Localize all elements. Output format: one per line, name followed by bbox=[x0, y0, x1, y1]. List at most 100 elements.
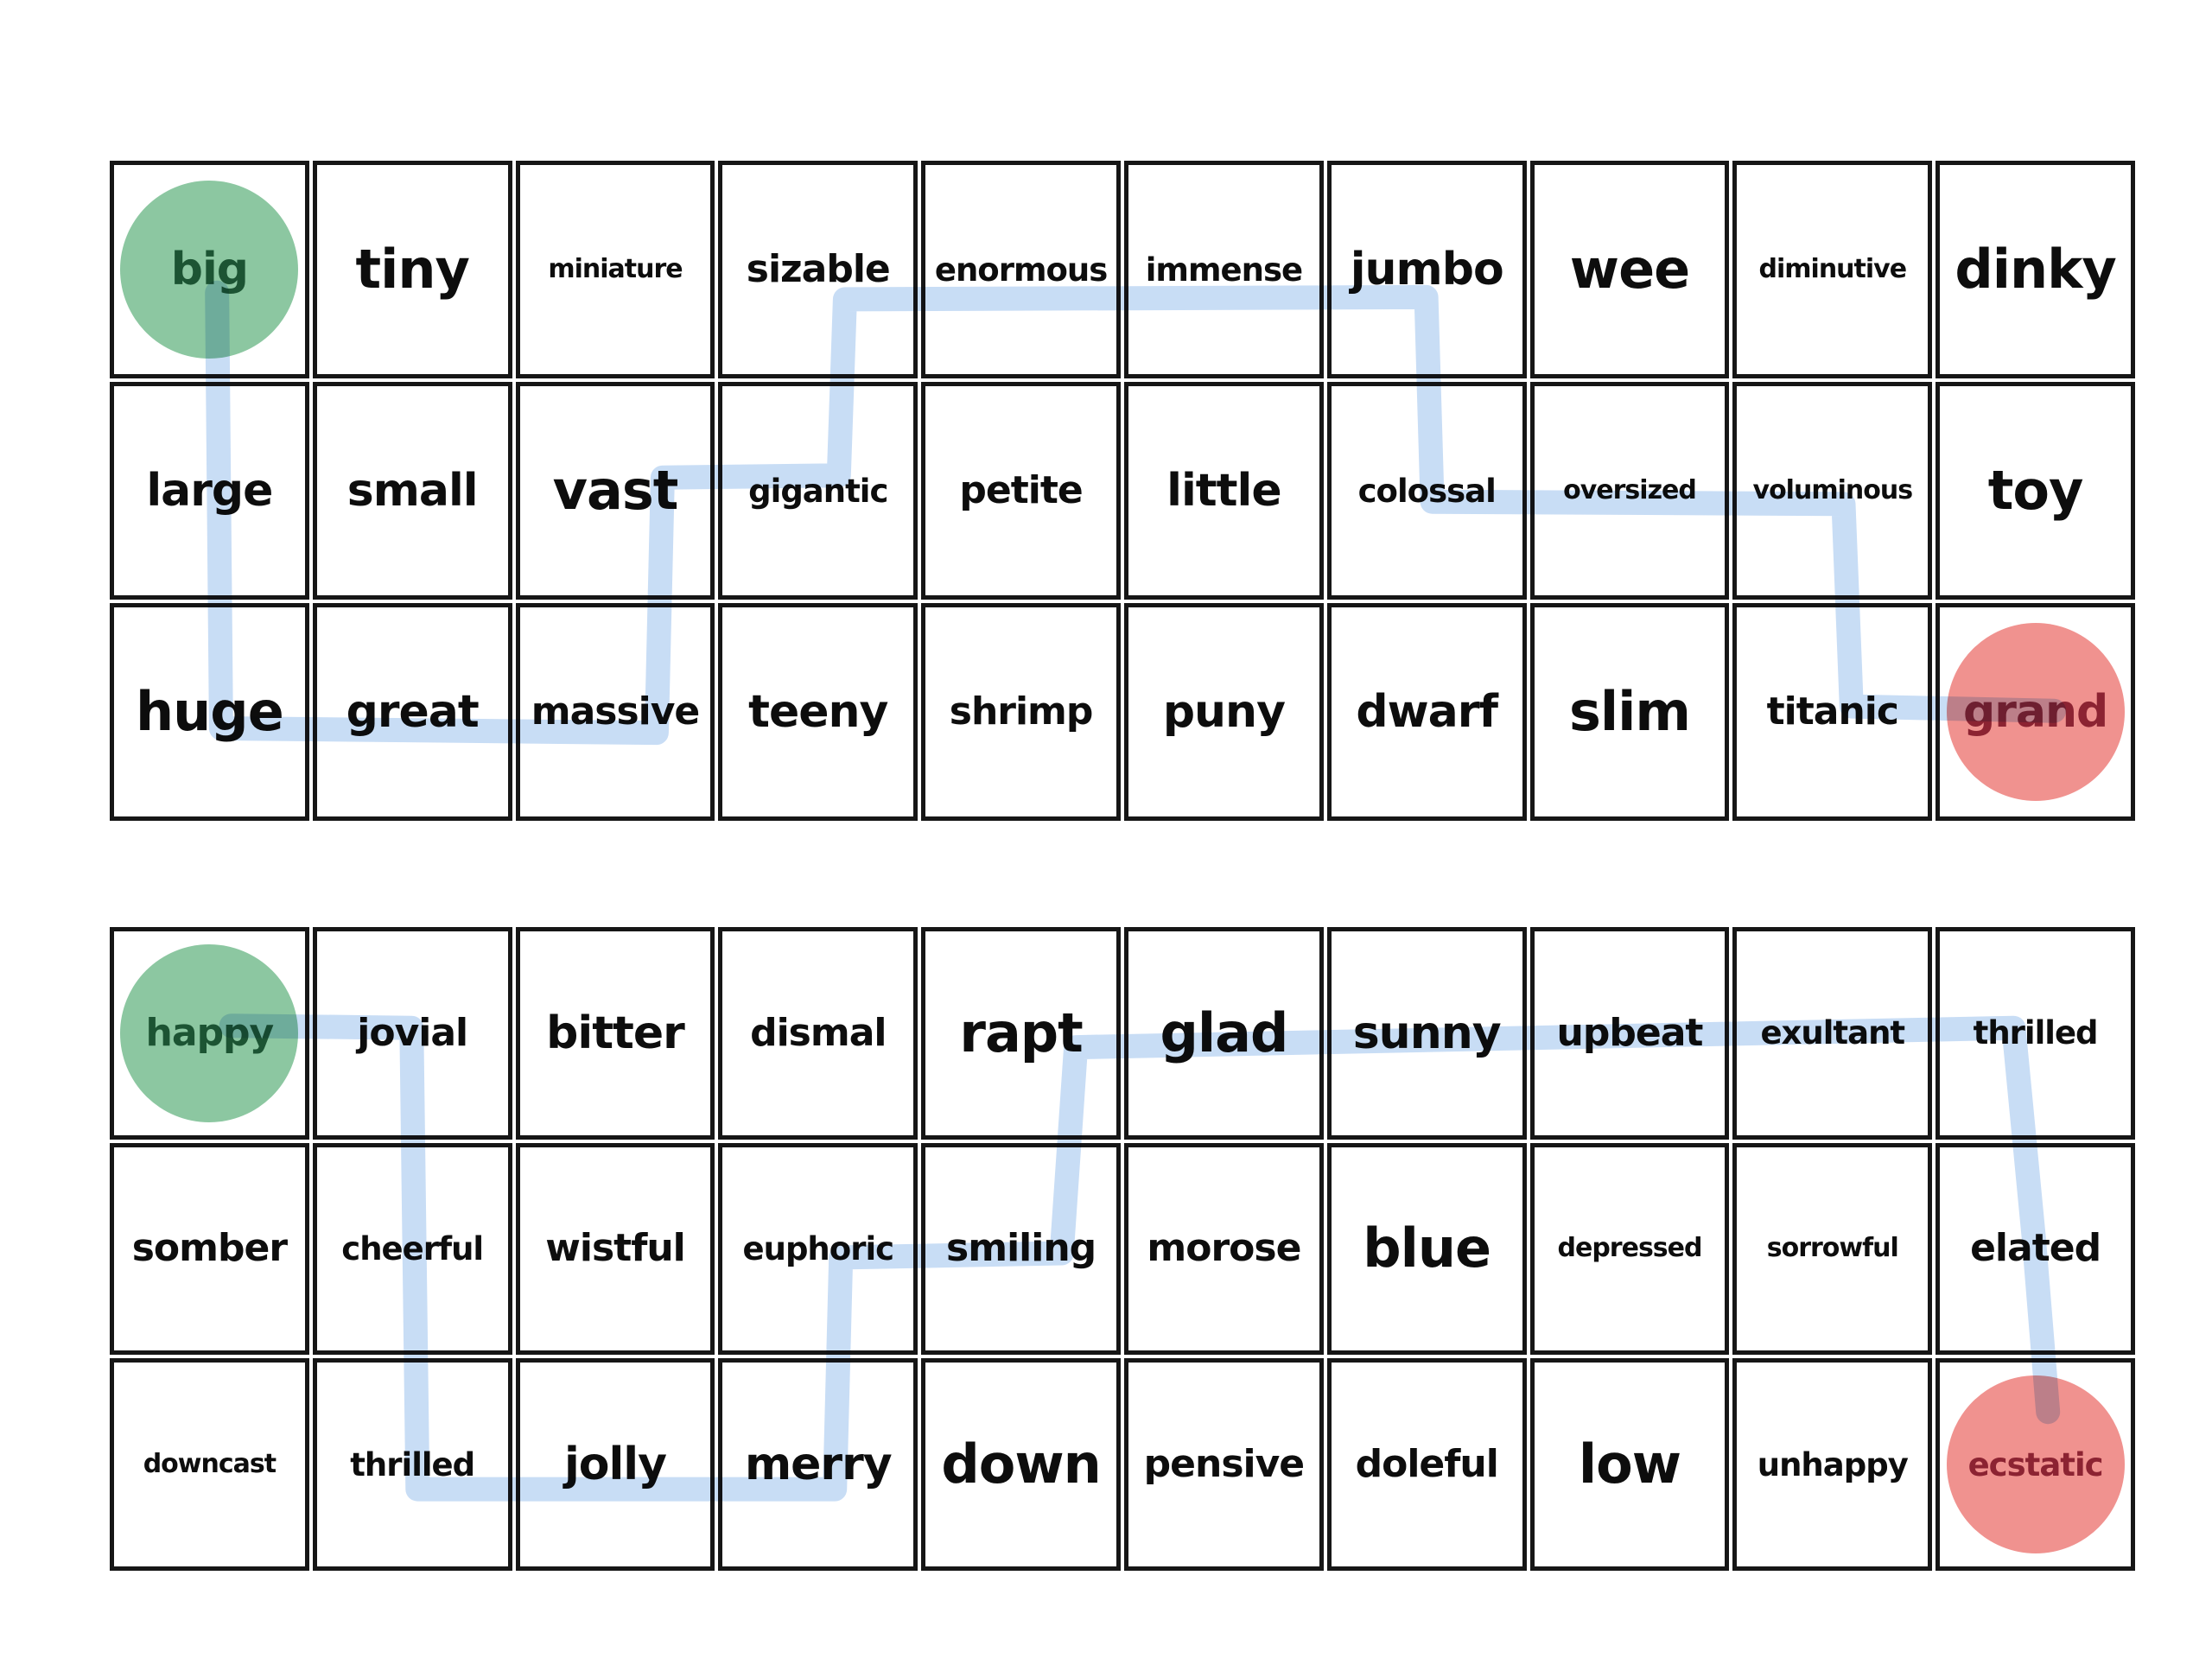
word-label: sizable bbox=[746, 247, 891, 291]
word-label: sunny bbox=[1352, 1007, 1502, 1059]
word-cell-down-r2c4: down bbox=[921, 1358, 1121, 1571]
word-cell-massive-r2c2: massive bbox=[515, 603, 715, 821]
word-cell-toy-r1c9: toy bbox=[1936, 382, 2135, 600]
word-cell-miniature-r0c2: miniature bbox=[515, 161, 715, 378]
word-cell-large-r1c0: large bbox=[110, 382, 309, 600]
word-label: dinky bbox=[1955, 238, 2116, 301]
word-label: blue bbox=[1363, 1217, 1491, 1280]
word-label: large bbox=[146, 465, 273, 517]
word-cell-wistful-r1c2: wistful bbox=[515, 1142, 715, 1356]
word-cell-rapt-r0c4: rapt bbox=[921, 927, 1121, 1140]
word-label: jumbo bbox=[1350, 244, 1504, 295]
word-cell-little-r1c5: little bbox=[1124, 382, 1324, 600]
word-label: happy bbox=[145, 1010, 275, 1055]
word-cell-smiling-r1c4: smiling bbox=[921, 1142, 1121, 1356]
word-label: slim bbox=[1568, 680, 1691, 743]
word-label: jolly bbox=[563, 1439, 667, 1491]
word-label: pensive bbox=[1143, 1442, 1305, 1487]
word-cell-immense-r0c5: immense bbox=[1124, 161, 1324, 378]
word-label: glad bbox=[1160, 1001, 1288, 1064]
word-cell-enormous-r0c4: enormous bbox=[921, 161, 1121, 378]
word-label: sorrowful bbox=[1766, 1233, 1899, 1264]
word-cell-shrimp-r2c4: shrimp bbox=[921, 603, 1121, 821]
word-label: small bbox=[346, 465, 479, 517]
word-cell-thrilled-r0c9: thrilled bbox=[1936, 927, 2135, 1140]
word-cell-bitter-r0c2: bitter bbox=[515, 927, 715, 1140]
word-label: elated bbox=[1970, 1226, 2101, 1271]
word-label: down bbox=[941, 1432, 1101, 1496]
word-cell-jumbo-r0c6: jumbo bbox=[1326, 161, 1527, 378]
word-label: doleful bbox=[1355, 1442, 1499, 1487]
word-cell-oversized-r1c7: oversized bbox=[1529, 382, 1730, 600]
word-label: grand bbox=[1962, 686, 2108, 738]
word-label: little bbox=[1166, 465, 1281, 517]
word-cell-teeny-r2c3: teeny bbox=[718, 603, 918, 821]
word-cell-puny-r2c5: puny bbox=[1124, 603, 1324, 821]
word-cell-thrilled-r2c1: thrilled bbox=[312, 1358, 512, 1571]
size-synonym-maze-grid: big tiny miniature sizable enormous immense ju… bbox=[110, 161, 2135, 821]
word-label: colossal bbox=[1357, 472, 1497, 510]
word-cell-upbeat-r0c7: upbeat bbox=[1529, 927, 1730, 1140]
word-cell-slim-r2c7: slim bbox=[1529, 603, 1730, 821]
word-label: merry bbox=[744, 1439, 893, 1491]
word-label: smiling bbox=[946, 1226, 1096, 1271]
word-label: upbeat bbox=[1556, 1010, 1704, 1055]
word-label: huge bbox=[136, 680, 284, 743]
word-cell-low-r2c7: low bbox=[1529, 1358, 1730, 1571]
word-label: petite bbox=[959, 468, 1083, 512]
word-label: voluminous bbox=[1752, 475, 1914, 505]
word-label: jovial bbox=[357, 1010, 468, 1055]
word-label: morose bbox=[1147, 1226, 1301, 1271]
word-label: gigantic bbox=[748, 472, 888, 510]
word-cell-sunny-r0c6: sunny bbox=[1326, 927, 1527, 1140]
word-cell-merry-r2c3: merry bbox=[718, 1358, 918, 1571]
word-cell-small-r1c1: small bbox=[312, 382, 512, 600]
word-label: cheerful bbox=[341, 1229, 484, 1267]
word-label: dwarf bbox=[1356, 686, 1498, 738]
word-label: vast bbox=[552, 459, 679, 522]
word-cell-euphoric-r1c3: euphoric bbox=[718, 1142, 918, 1356]
word-label: euphoric bbox=[742, 1229, 895, 1267]
word-cell-titanic-r2c8: titanic bbox=[1732, 603, 1933, 821]
word-label: depressed bbox=[1557, 1233, 1703, 1264]
word-cell-somber-r1c0: somber bbox=[110, 1142, 309, 1356]
word-cell-happy-r0c0: happy bbox=[110, 927, 309, 1140]
word-label: somber bbox=[131, 1226, 288, 1271]
word-label: toy bbox=[1987, 459, 2084, 522]
word-cell-jovial-r0c1: jovial bbox=[312, 927, 512, 1140]
word-label: puny bbox=[1162, 686, 1286, 738]
word-label: thrilled bbox=[350, 1445, 475, 1483]
word-cell-diminutive-r0c8: diminutive bbox=[1732, 161, 1933, 378]
word-cell-dwarf-r2c6: dwarf bbox=[1326, 603, 1527, 821]
word-cell-cheerful-r1c1: cheerful bbox=[312, 1142, 512, 1356]
word-cell-petite-r1c4: petite bbox=[921, 382, 1121, 600]
word-cell-big-r0c0: big bbox=[110, 161, 309, 378]
word-label: big bbox=[170, 244, 249, 295]
word-cell-exultant-r0c8: exultant bbox=[1732, 927, 1933, 1140]
happy-synonym-maze: happy jovial bitter dismal rapt glad sunny upbe… bbox=[110, 927, 2135, 1571]
word-cell-vast-r1c2: vast bbox=[515, 382, 715, 600]
word-cell-doleful-r2c6: doleful bbox=[1326, 1358, 1527, 1571]
word-label: teeny bbox=[748, 686, 888, 738]
word-label: massive bbox=[531, 689, 701, 734]
word-cell-blue-r1c6: blue bbox=[1326, 1142, 1527, 1356]
word-label: oversized bbox=[1563, 475, 1697, 505]
word-label: enormous bbox=[934, 251, 1108, 289]
word-label: ecstatic bbox=[1967, 1445, 2104, 1483]
word-cell-elated-r1c9: elated bbox=[1936, 1142, 2135, 1356]
word-label: rapt bbox=[959, 1001, 1083, 1064]
word-cell-colossal-r1c6: colossal bbox=[1326, 382, 1527, 600]
word-cell-dismal-r0c3: dismal bbox=[718, 927, 918, 1140]
word-cell-voluminous-r1c8: voluminous bbox=[1732, 382, 1933, 600]
word-cell-ecstatic-r2c9: ecstatic bbox=[1936, 1358, 2135, 1571]
word-cell-wee-r0c7: wee bbox=[1529, 161, 1730, 378]
word-label: titanic bbox=[1766, 689, 1899, 734]
word-label: miniature bbox=[548, 254, 683, 284]
word-label: wee bbox=[1569, 238, 1690, 301]
word-label: wistful bbox=[545, 1226, 686, 1271]
word-cell-unhappy-r2c8: unhappy bbox=[1732, 1358, 1933, 1571]
word-label: bitter bbox=[546, 1007, 685, 1059]
word-cell-great-r2c1: great bbox=[312, 603, 512, 821]
happy-synonym-maze-grid: happy jovial bitter dismal rapt glad sunny upbe… bbox=[110, 927, 2135, 1571]
